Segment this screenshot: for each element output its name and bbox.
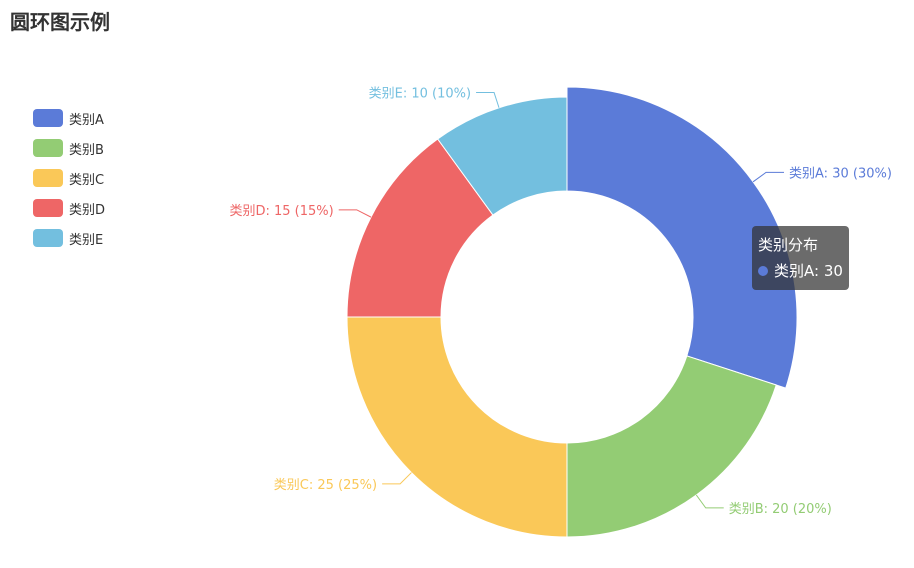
tooltip-value: 类别A: 30 <box>774 262 843 280</box>
tooltip-title: 类别分布 <box>758 236 819 254</box>
leader-line-d <box>338 209 372 218</box>
slice-label-c: 类别C: 25 (25%) <box>274 478 377 493</box>
legend-swatch-c <box>33 169 63 187</box>
slice-label-a: 类别A: 30 (30%) <box>789 166 892 181</box>
legend-label-b: 类别B <box>69 142 104 158</box>
slice-label-e: 类别E: 10 (10%) <box>369 87 471 102</box>
legend-swatch-e <box>33 229 63 247</box>
legend-swatch-a <box>33 109 63 127</box>
slice-e[interactable] <box>436 96 568 216</box>
slice-a[interactable] <box>566 86 798 389</box>
legend-swatch-d <box>33 199 63 217</box>
leader-line-c <box>382 472 412 485</box>
leader-line-a <box>752 171 785 183</box>
legend-swatch-b <box>33 139 63 157</box>
slice-label-d: 类别D: 15 (15%) <box>229 204 333 219</box>
tooltip: 类别分布 类别A: 30 <box>752 226 849 290</box>
slice-label-b: 类别B: 20 (20%) <box>729 502 832 517</box>
legend-item-c[interactable]: 类别C <box>33 163 105 193</box>
legend-item-e[interactable]: 类别E <box>33 223 105 253</box>
legend-item-b[interactable]: 类别B <box>33 133 105 163</box>
legend-label-d: 类别D <box>69 202 106 218</box>
slice-c[interactable] <box>346 316 568 538</box>
legend-label-e: 类别E <box>69 232 104 248</box>
tooltip-row: 类别A: 30 <box>758 258 843 284</box>
legend-item-a[interactable]: 类别A <box>33 103 105 133</box>
leader-line-b <box>695 494 724 509</box>
legend-label-c: 类别C <box>69 172 105 188</box>
chart-title: 圆环图示例 <box>10 10 110 34</box>
tooltip-dot <box>758 266 768 276</box>
slice-b[interactable] <box>566 355 777 538</box>
leader-line-e <box>476 92 500 108</box>
legend-label-a: 类别A <box>69 112 104 128</box>
legend-item-d[interactable]: 类别D <box>33 193 105 223</box>
legend: 类别A 类别B 类别C 类别D 类别E <box>33 103 105 253</box>
